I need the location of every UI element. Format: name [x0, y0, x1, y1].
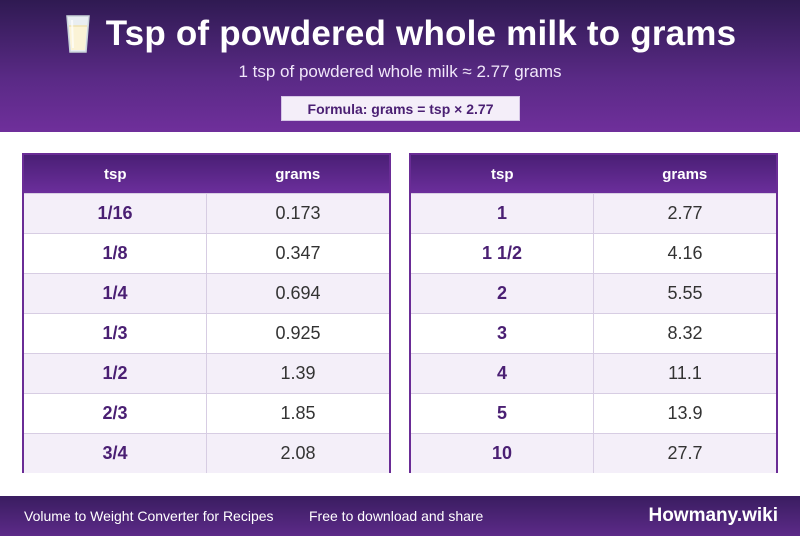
brand-logo[interactable]: Howmany.wiki [648, 505, 778, 526]
tsp-cell: 1/8 [24, 234, 207, 273]
tsp-cell: 5 [411, 394, 594, 433]
grams-cell: 0.925 [275, 323, 321, 343]
grams-cell: 1.85 [280, 403, 316, 423]
grams-cell: 2.08 [280, 443, 316, 463]
tsp-cell: 3 [411, 314, 594, 353]
grams-cell: 0.173 [275, 203, 321, 223]
tsp-cell: 1/3 [24, 314, 207, 353]
tsp-cell: 1/2 [24, 354, 207, 393]
table-row: 2/3 1.85 [24, 393, 389, 433]
footer-share-text: Free to download and share [309, 508, 484, 524]
page-title: Tsp of powdered whole milk to grams [105, 14, 737, 53]
column-header-tsp: tsp [104, 165, 127, 183]
tsp-cell: 2 [411, 274, 594, 313]
table-row: 5 13.9 [411, 393, 776, 433]
conversion-table-left: tsp grams 1/16 0.173 1/8 0.347 1/4 0.694 1/… [22, 153, 391, 473]
grams-cell: 4.16 [667, 243, 703, 263]
grams-cell: 1.39 [280, 363, 316, 383]
tsp-cell: 2/3 [24, 394, 207, 433]
column-header-grams: grams [275, 165, 321, 183]
tsp-cell: 1/16 [24, 194, 207, 233]
column-header-grams: grams [662, 165, 708, 183]
table-row: 3 8.32 [411, 313, 776, 353]
column-header-tsp: tsp [491, 165, 514, 183]
table-row: 1/2 1.39 [24, 353, 389, 393]
table-row: 1 2.77 [411, 193, 776, 233]
table-row: 2 5.55 [411, 273, 776, 313]
milk-glass-icon [64, 14, 92, 54]
tsp-cell: 1/4 [24, 274, 207, 313]
header-banner: Tsp of powdered whole milk to grams 1 ts… [0, 0, 800, 132]
table-row: 1/8 0.347 [24, 233, 389, 273]
grams-cell: 0.694 [275, 283, 321, 303]
title-row: Tsp of powdered whole milk to grams [0, 12, 800, 56]
table-row: 1 1/2 4.16 [411, 233, 776, 273]
grams-cell: 0.347 [275, 243, 321, 263]
formula-box: Formula: grams = tsp × 2.77 [281, 96, 520, 121]
grams-cell: 2.77 [667, 203, 703, 223]
table-row: 1/4 0.694 [24, 273, 389, 313]
table-row: 10 27.7 [411, 433, 776, 473]
table-row: 1/3 0.925 [24, 313, 389, 353]
table-row: 4 11.1 [411, 353, 776, 393]
tsp-cell: 1 [411, 194, 594, 233]
grams-cell: 5.55 [667, 283, 703, 303]
grams-cell: 11.1 [668, 363, 702, 383]
tsp-cell: 4 [411, 354, 594, 393]
grams-cell: 27.7 [667, 443, 703, 463]
table-header: tsp grams [24, 155, 389, 193]
footer-bar: Volume to Weight Converter for Recipes F… [0, 496, 800, 536]
tsp-cell: 3/4 [24, 434, 207, 473]
tsp-cell: 1 1/2 [411, 234, 594, 273]
grams-cell: 8.32 [667, 323, 703, 343]
table-row: 3/4 2.08 [24, 433, 389, 473]
page-subtitle: 1 tsp of powdered whole milk ≈ 2.77 gram… [238, 62, 562, 81]
table-header: tsp grams [411, 155, 776, 193]
footer-converter-text: Volume to Weight Converter for Recipes [24, 508, 274, 524]
grams-cell: 13.9 [667, 403, 703, 423]
table-row: 1/16 0.173 [24, 193, 389, 233]
tsp-cell: 10 [411, 434, 594, 473]
